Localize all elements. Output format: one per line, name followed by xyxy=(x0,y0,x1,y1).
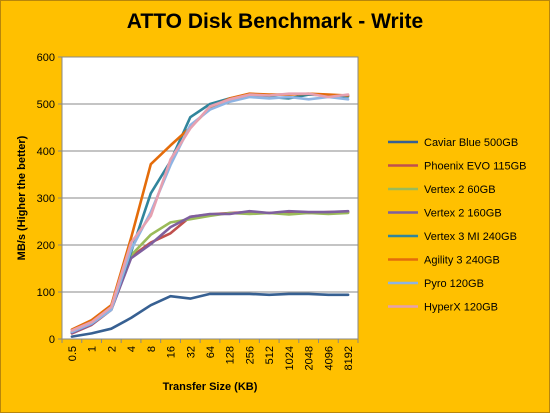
y-tick-label: 200 xyxy=(37,240,55,252)
x-axis-title: Transfer Size (KB) xyxy=(163,381,258,393)
x-tick-label: 256 xyxy=(244,346,256,364)
chart-title: ATTO Disk Benchmark - Write xyxy=(126,10,424,33)
x-tick-label: 32 xyxy=(185,346,197,358)
y-tick-label: 500 xyxy=(37,99,55,111)
x-axis: 0.5 1 2 4 8 16 32 64 128 256 512 1024 2048 4096 8192 xyxy=(61,339,359,370)
y-axis: 0 100 200 300 400 500 600 xyxy=(37,52,62,346)
x-tick-label: 2 xyxy=(106,346,118,352)
x-tick-label: 8 xyxy=(146,346,158,352)
x-tick-label: 16 xyxy=(166,346,178,358)
series-line xyxy=(70,92,350,332)
y-axis-title: MB/s (Higher the better) xyxy=(16,135,28,260)
x-tick-label: 1 xyxy=(87,346,99,352)
y-tick-label: 0 xyxy=(49,334,55,346)
legend-entry: Vertex 3 MI 240GB xyxy=(424,231,517,243)
legend-entry: Caviar Blue 500GB xyxy=(424,137,518,149)
y-tick-label: 600 xyxy=(37,52,55,64)
x-tick-label: 8192 xyxy=(343,346,355,370)
legend-entry: Pyro 120GB xyxy=(424,278,484,290)
legend: Caviar Blue 500GB Phoenix EVO 115GB Vertex… xyxy=(388,137,527,314)
x-tick-label: 4096 xyxy=(323,346,335,370)
x-tick-label: 512 xyxy=(264,346,276,364)
legend-entry: HyperX 120GB xyxy=(424,302,498,314)
legend-box xyxy=(382,128,542,322)
y-tick-label: 100 xyxy=(37,287,55,299)
x-tick-label: 1024 xyxy=(284,346,296,370)
series-lines xyxy=(70,92,350,338)
x-tick-label: 64 xyxy=(205,346,217,358)
legend-entry: Agility 3 240GB xyxy=(424,255,500,267)
y-tick-label: 300 xyxy=(37,193,55,205)
legend-entry: Vertex 2 60GB xyxy=(424,184,496,196)
x-tick-label: 4 xyxy=(126,346,138,352)
series-line xyxy=(70,292,350,338)
x-tick-label: 2048 xyxy=(304,346,316,370)
x-tick-label: 128 xyxy=(225,346,237,364)
legend-entry: Vertex 2 160GB xyxy=(424,208,502,220)
x-tick-label: 0.5 xyxy=(67,346,79,361)
y-tick-label: 400 xyxy=(37,146,55,158)
legend-entry: Phoenix EVO 115GB xyxy=(424,161,527,173)
